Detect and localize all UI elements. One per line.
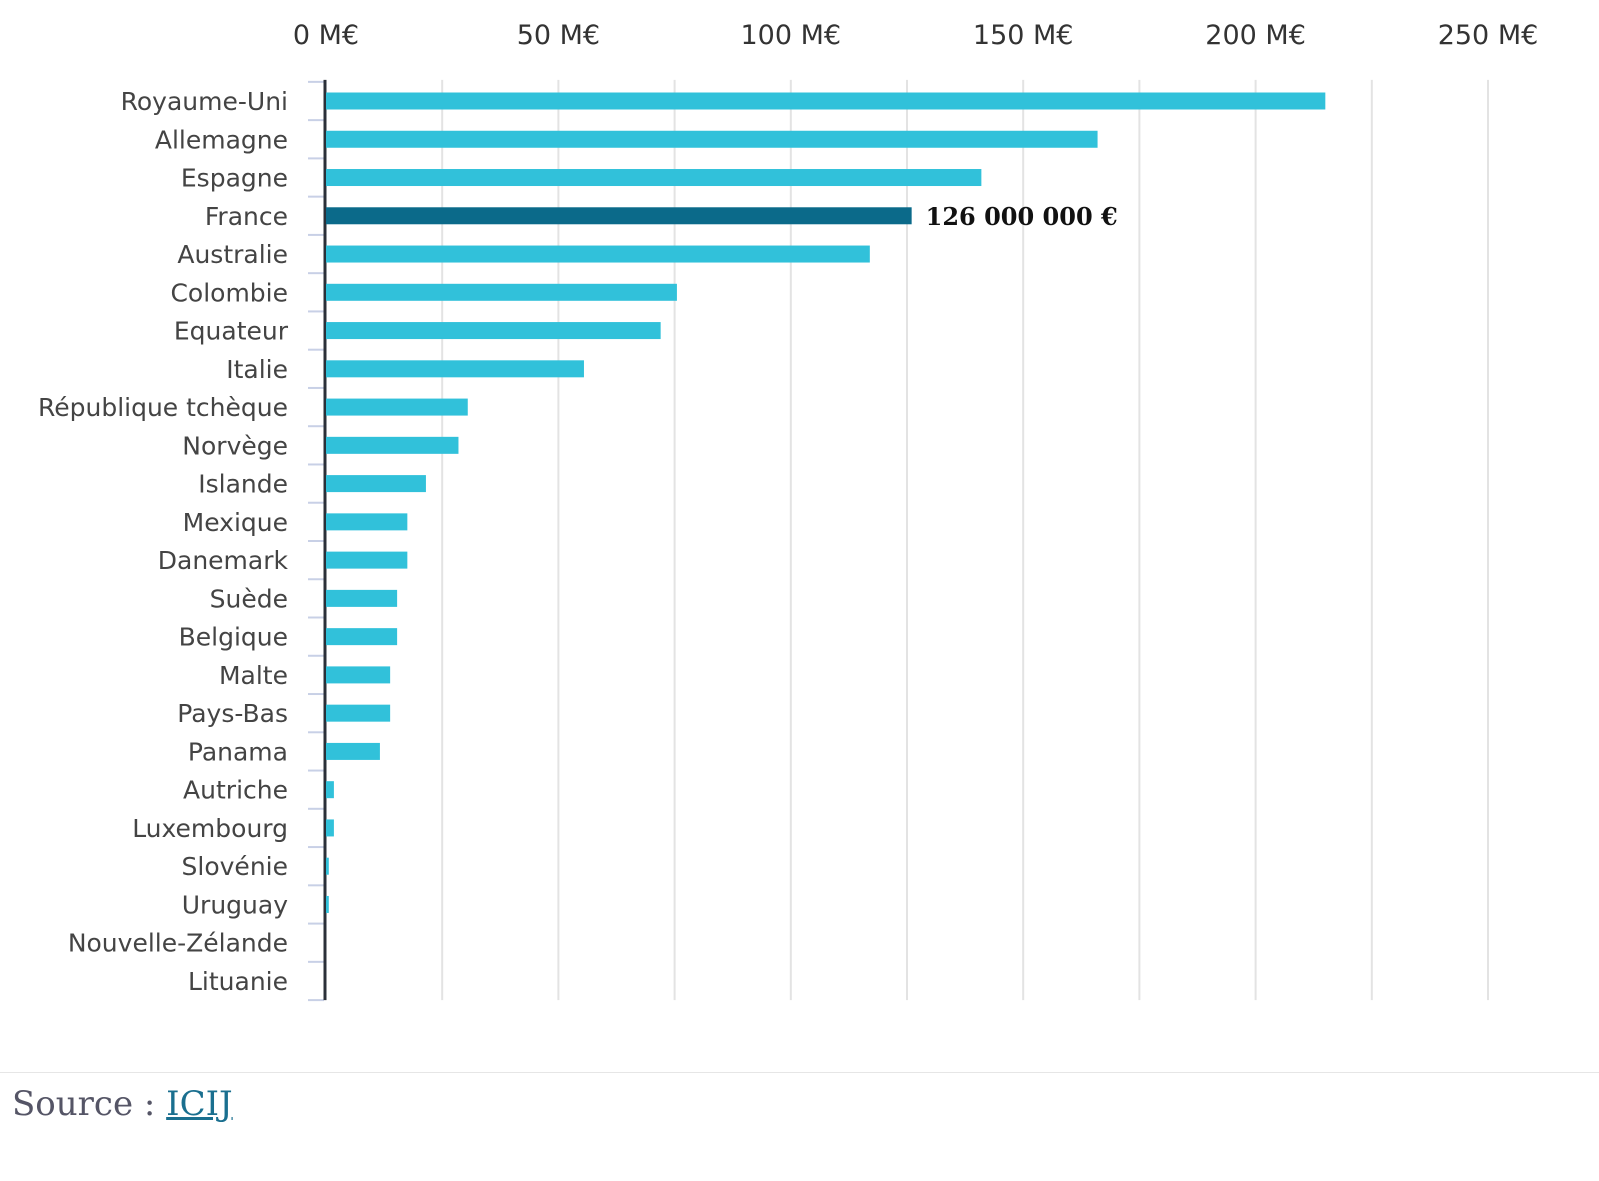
source-link[interactable]: ICIJ bbox=[166, 1084, 233, 1124]
category-label: Uruguay bbox=[182, 890, 288, 919]
bar bbox=[326, 475, 426, 493]
category-label: Allemagne bbox=[155, 125, 288, 154]
category-label: France bbox=[205, 202, 288, 231]
category-label: Royaume-Uni bbox=[121, 87, 288, 116]
category-label: Norvège bbox=[182, 431, 288, 460]
category-label: Australie bbox=[177, 240, 288, 269]
category-label: Colombie bbox=[170, 278, 288, 307]
category-label: Luxembourg bbox=[132, 814, 288, 843]
category-label: Nouvelle-Zélande bbox=[68, 929, 288, 958]
category-label: Danemark bbox=[158, 546, 289, 575]
bar bbox=[326, 742, 380, 760]
category-label: République tchèque bbox=[38, 393, 288, 422]
x-tick-label: 0 M€ bbox=[293, 20, 359, 51]
x-tick-label: 250 M€ bbox=[1438, 20, 1539, 51]
category-label: Malte bbox=[219, 661, 288, 690]
bar bbox=[326, 283, 677, 301]
category-label: Pays-Bas bbox=[177, 699, 288, 728]
bar bbox=[326, 857, 329, 875]
category-label: Lituanie bbox=[188, 967, 288, 996]
bar bbox=[326, 704, 391, 722]
bar bbox=[326, 322, 661, 340]
bar bbox=[326, 360, 584, 378]
bar bbox=[326, 666, 391, 684]
bar-chart: 0 M€ 50 M€ 100 M€ 150 M€ 200 M€ 250 M€ Royaum… bbox=[38, 20, 1539, 1002]
bar bbox=[326, 245, 870, 263]
category-label: Autriche bbox=[183, 776, 288, 805]
footer-divider bbox=[0, 1072, 1599, 1073]
category-label: Islande bbox=[198, 470, 288, 499]
x-tick-label: 200 M€ bbox=[1205, 20, 1306, 51]
x-tick-label: 100 M€ bbox=[741, 20, 842, 51]
source-label: Source : bbox=[12, 1084, 156, 1124]
source-note: Source : ICIJ bbox=[12, 1084, 233, 1124]
category-label: Suède bbox=[210, 584, 288, 613]
category-label: Panama bbox=[188, 737, 288, 766]
x-tick-label: 50 M€ bbox=[517, 20, 600, 51]
category-label: Italie bbox=[226, 355, 288, 384]
bar bbox=[326, 589, 398, 607]
bar bbox=[326, 436, 459, 454]
category-label: Mexique bbox=[183, 508, 288, 537]
bar bbox=[326, 398, 468, 416]
category-label: Equateur bbox=[174, 317, 289, 346]
data-label: 126 000 000 € bbox=[926, 202, 1118, 231]
bar bbox=[326, 781, 334, 799]
bar bbox=[326, 551, 408, 569]
bar bbox=[326, 628, 398, 646]
bar bbox=[326, 130, 1098, 148]
bar bbox=[326, 513, 408, 531]
category-label: Belgique bbox=[179, 623, 288, 652]
bar bbox=[326, 169, 982, 187]
bar bbox=[326, 207, 912, 225]
bar bbox=[326, 819, 334, 837]
bar bbox=[326, 895, 329, 913]
bar bbox=[326, 92, 1326, 110]
category-label: Slovénie bbox=[182, 852, 288, 881]
x-tick-label: 150 M€ bbox=[973, 20, 1074, 51]
category-label: Espagne bbox=[181, 164, 288, 193]
